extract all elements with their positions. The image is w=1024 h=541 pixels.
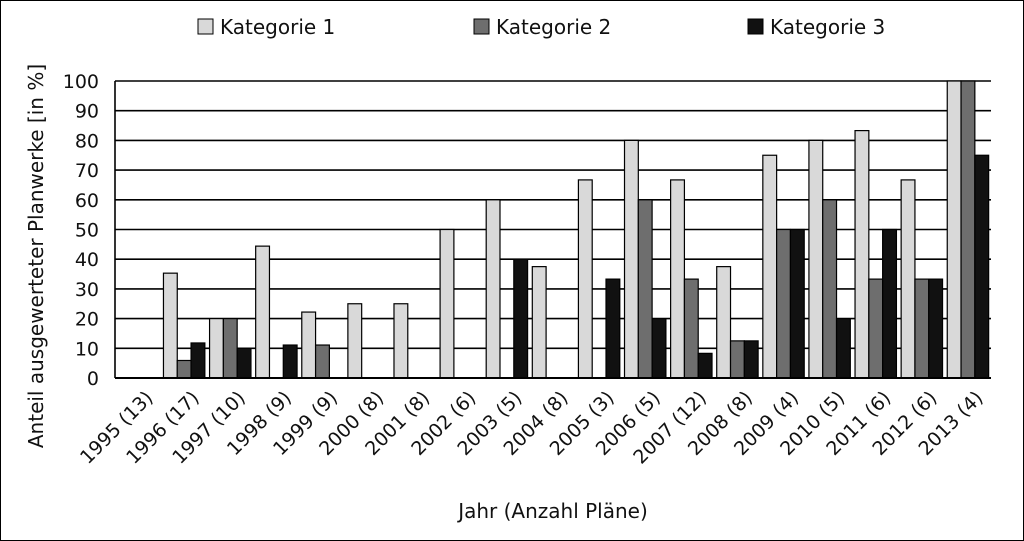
bar-kategorie-1 [900, 179, 916, 379]
y-tick-label: 10 [75, 338, 99, 360]
bar-kategorie-3 [835, 318, 851, 379]
y-tick-labels: 0 10 20 30 40 50 60 70 80 90 100 [63, 71, 99, 390]
legend-swatch [473, 18, 490, 35]
bar-kategorie-3 [974, 154, 990, 379]
x-tick-labels: 1995 (13)1996 (17)1997 (10)1998 (9)1999 … [76, 387, 987, 469]
axes [114, 81, 991, 379]
bar-kategorie-3 [928, 278, 944, 379]
bar-kategorie-2 [776, 228, 792, 379]
bar-kategorie-1 [762, 154, 778, 379]
bar-kategorie-2 [914, 278, 930, 379]
bar-kategorie-3 [789, 228, 805, 379]
bar-kategorie-3 [605, 278, 621, 379]
bar-kategorie-1 [854, 129, 870, 379]
y-tick-label: 100 [63, 71, 99, 93]
bars [162, 80, 990, 379]
legend-swatch [747, 18, 764, 35]
legend-swatch [197, 18, 214, 35]
bar-kategorie-3 [282, 344, 298, 379]
bar-kategorie-3 [697, 352, 713, 379]
bar-kategorie-1 [393, 303, 409, 379]
y-tick-label: 80 [75, 130, 99, 152]
bar-kategorie-2 [822, 199, 838, 379]
bar-kategorie-2 [176, 359, 192, 379]
legend-label: Kategorie 2 [496, 15, 611, 39]
bar-kategorie-2 [222, 318, 238, 379]
y-axis-title: Anteil ausgewerteter Planwerke [in %] [24, 64, 48, 448]
bar-kategorie-1 [255, 245, 271, 379]
bar-kategorie-3 [236, 347, 252, 379]
bar-kategorie-3 [651, 318, 667, 379]
bar-kategorie-1 [162, 272, 178, 379]
y-tick-label: 50 [75, 220, 99, 242]
x-axis-title: Jahr (Anzahl Pläne) [456, 499, 648, 523]
bar-kategorie-1 [531, 266, 547, 379]
bar-kategorie-1 [347, 303, 363, 379]
bar-kategorie-2 [868, 278, 884, 379]
bar-kategorie-2 [683, 278, 699, 379]
y-tick-label: 20 [75, 309, 99, 331]
y-tick-label: 0 [87, 368, 99, 390]
bar-kategorie-2 [314, 344, 330, 379]
bar-kategorie-3 [882, 228, 898, 379]
bar-kategorie-1 [670, 179, 686, 379]
bar-kategorie-1 [808, 139, 824, 379]
bar-kategorie-2 [960, 80, 976, 379]
legend: Kategorie 1 Kategorie 2 Kategorie 3 [197, 15, 885, 39]
bar-kategorie-1 [208, 318, 224, 379]
y-tick-label: 60 [75, 190, 99, 212]
bar-kategorie-3 [190, 342, 206, 379]
bar-kategorie-2 [637, 199, 653, 379]
legend-label: Kategorie 3 [770, 15, 885, 39]
bar-kategorie-3 [743, 340, 759, 379]
bar-kategorie-1 [716, 266, 732, 379]
y-tick-label: 40 [75, 249, 99, 271]
bar-kategorie-1 [439, 228, 455, 379]
bar-kategorie-1 [301, 311, 317, 379]
legend-label: Kategorie 1 [220, 15, 335, 39]
bar-kategorie-3 [513, 258, 529, 379]
y-tick-label: 30 [75, 279, 99, 301]
bar-kategorie-1 [485, 199, 501, 379]
bar-kategorie-2 [729, 340, 745, 379]
y-tick-label: 90 [75, 101, 99, 123]
bar-kategorie-1 [946, 80, 962, 379]
bar-kategorie-1 [577, 179, 593, 379]
y-tick-label: 70 [75, 160, 99, 182]
bar-kategorie-1 [623, 139, 639, 379]
